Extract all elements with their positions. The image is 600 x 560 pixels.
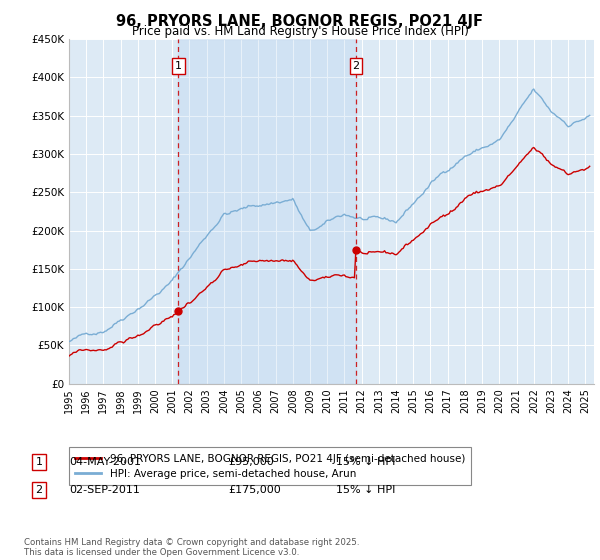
Text: £175,000: £175,000 (228, 485, 281, 495)
Text: 1: 1 (35, 457, 43, 467)
Text: Price paid vs. HM Land Registry's House Price Index (HPI): Price paid vs. HM Land Registry's House … (131, 25, 469, 38)
Text: 2: 2 (35, 485, 43, 495)
Text: £95,000: £95,000 (228, 457, 274, 467)
Text: 15% ↓ HPI: 15% ↓ HPI (336, 457, 395, 467)
Text: Contains HM Land Registry data © Crown copyright and database right 2025.
This d: Contains HM Land Registry data © Crown c… (24, 538, 359, 557)
Text: 1: 1 (175, 61, 182, 71)
Text: 04-MAY-2001: 04-MAY-2001 (69, 457, 141, 467)
Bar (178, 39, 356, 384)
Text: 15% ↓ HPI: 15% ↓ HPI (336, 485, 395, 495)
Text: 02-SEP-2011: 02-SEP-2011 (69, 485, 140, 495)
Text: 96, PRYORS LANE, BOGNOR REGIS, PO21 4JF: 96, PRYORS LANE, BOGNOR REGIS, PO21 4JF (116, 14, 484, 29)
Legend: 96, PRYORS LANE, BOGNOR REGIS, PO21 4JF (semi-detached house), HPI: Average pric: 96, PRYORS LANE, BOGNOR REGIS, PO21 4JF … (69, 447, 471, 485)
Text: 2: 2 (352, 61, 359, 71)
